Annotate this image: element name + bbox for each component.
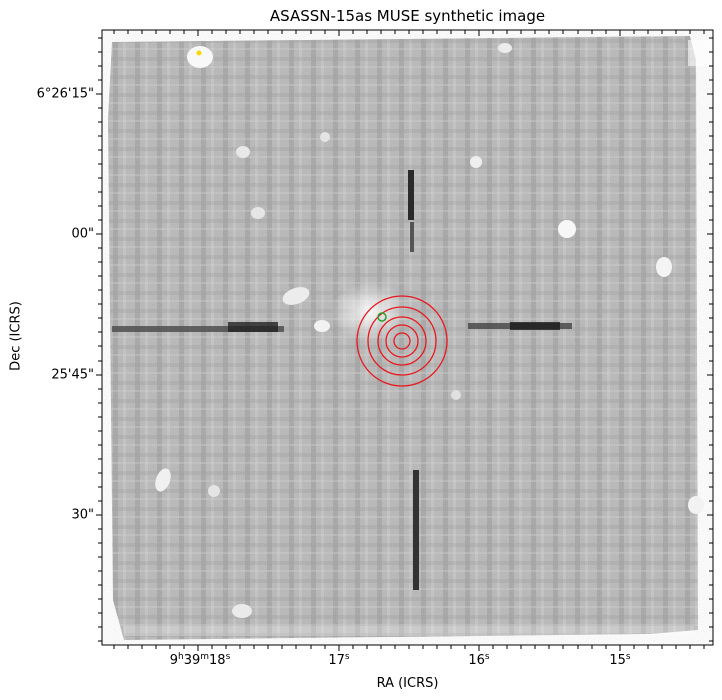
y-tick-label: 6°26'15" <box>36 86 94 102</box>
x-major-ticks <box>197 30 621 651</box>
y-axis-label: Dec (ICRS) <box>8 301 24 371</box>
x-axis-label: RA (ICRS) <box>376 676 439 691</box>
chart-title: ASASSN-15as MUSE synthetic image <box>269 7 546 25</box>
x-tick-label: 15s <box>609 652 631 668</box>
x-tick-label: 9h39m18s <box>169 652 231 668</box>
y-tick-label: 00" <box>71 226 94 242</box>
host-marker-circle <box>377 312 387 322</box>
y-minor-ticks <box>98 37 713 642</box>
x-tick-label: 17s <box>328 652 350 668</box>
y-tick-label: 30" <box>71 507 94 523</box>
muse-image <box>102 30 713 645</box>
y-major-ticks <box>96 93 713 516</box>
axes-frame <box>101 29 714 646</box>
y-tick-label: 25'45" <box>51 367 94 383</box>
star-marker <box>196 50 202 56</box>
localization-circles <box>356 295 448 387</box>
x-tick-label: 16s <box>468 652 490 668</box>
x-minor-ticks <box>113 30 705 649</box>
